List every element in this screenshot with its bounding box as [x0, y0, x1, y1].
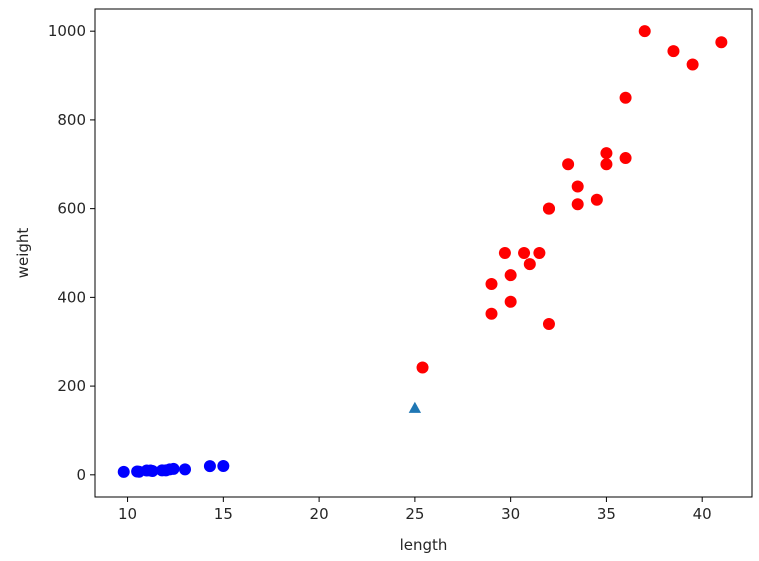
data-point — [146, 464, 159, 477]
x-tick-label: 10 — [118, 505, 137, 523]
y-tick-label: 200 — [57, 377, 86, 395]
data-point — [485, 307, 498, 320]
y-axis: 0 200 400 600 800 1000 — [48, 22, 95, 484]
x-tick-label: 20 — [310, 505, 329, 523]
data-point — [416, 361, 429, 374]
data-points — [117, 25, 728, 478]
data-point — [498, 247, 511, 259]
data-point — [686, 58, 699, 71]
y-tick-label: 1000 — [48, 22, 86, 40]
x-tick-label: 25 — [405, 505, 424, 523]
data-point — [504, 295, 517, 308]
data-point — [203, 460, 216, 473]
data-point-triangle — [408, 401, 422, 413]
data-point — [542, 202, 555, 215]
x-axis: 10 15 20 25 30 35 40 — [118, 497, 712, 523]
x-tick-label: 40 — [693, 505, 712, 523]
data-point — [571, 180, 584, 193]
x-axis-label: length — [400, 536, 448, 554]
data-point — [590, 193, 603, 206]
data-point — [562, 158, 575, 171]
data-point — [179, 463, 192, 476]
data-point — [117, 465, 130, 478]
y-tick-label: 400 — [57, 288, 86, 306]
y-axis-label: weight — [14, 228, 32, 279]
data-point — [667, 45, 680, 58]
x-tick-label: 30 — [501, 505, 520, 523]
data-point — [542, 317, 555, 330]
data-point — [571, 198, 584, 211]
data-point — [619, 152, 632, 165]
data-point — [518, 247, 531, 259]
data-point — [167, 462, 180, 475]
data-point — [600, 158, 613, 171]
data-point — [638, 25, 651, 38]
plot-area — [94, 8, 753, 498]
y-tick-label: 0 — [76, 466, 86, 484]
data-point — [217, 459, 230, 472]
data-point — [533, 247, 546, 259]
data-point — [715, 36, 728, 49]
y-tick-label: 800 — [57, 111, 86, 129]
data-point — [523, 258, 536, 271]
data-point — [619, 91, 632, 104]
x-tick-label: 35 — [597, 505, 616, 523]
data-point — [504, 269, 517, 282]
data-point — [485, 278, 498, 291]
x-tick-label: 15 — [214, 505, 233, 523]
data-point — [600, 147, 613, 160]
y-tick-label: 600 — [57, 200, 86, 218]
